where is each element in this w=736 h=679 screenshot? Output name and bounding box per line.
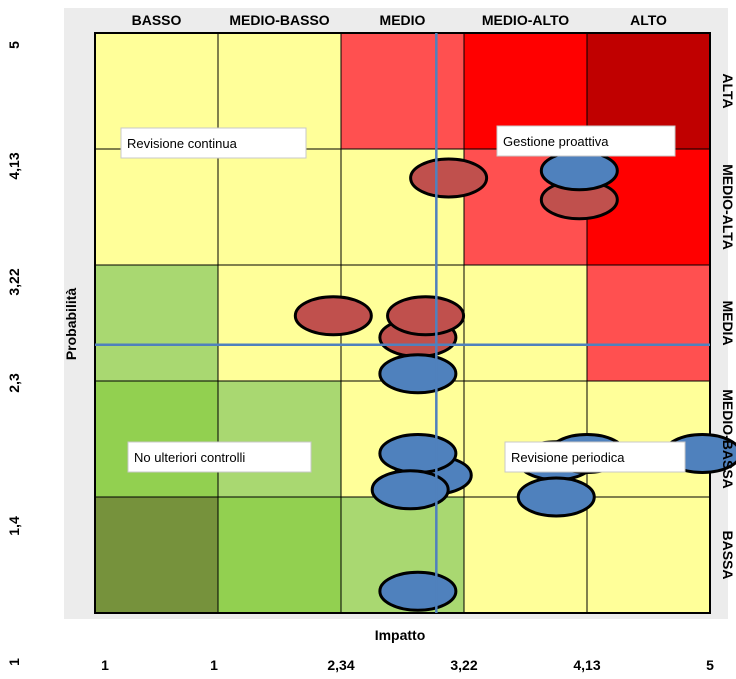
risk-cell bbox=[217, 496, 342, 614]
row-header: ALTA bbox=[720, 73, 736, 108]
column-header: MEDIO-BASSO bbox=[229, 12, 329, 28]
zone-label: Revisione periodica bbox=[511, 450, 625, 465]
zone-label-box bbox=[496, 125, 676, 157]
zone-label-box bbox=[127, 441, 312, 473]
risk-cell bbox=[463, 264, 588, 382]
x-tick-label: 3,22 bbox=[450, 657, 477, 673]
row-header: MEDIO-BASSA bbox=[720, 389, 736, 489]
zone-label: No ulteriori controlli bbox=[134, 450, 245, 465]
risk-point bbox=[409, 157, 489, 199]
y-tick-label: 4,13 bbox=[6, 152, 22, 179]
row-header: MEDIA bbox=[720, 300, 736, 345]
risk-cell bbox=[586, 496, 711, 614]
risk-point bbox=[378, 570, 458, 612]
x-tick-label: 4,13 bbox=[573, 657, 600, 673]
column-header: MEDIO bbox=[380, 12, 426, 28]
risk-point bbox=[516, 476, 596, 518]
y-tick-label: 1,4 bbox=[6, 516, 22, 536]
risk-point bbox=[370, 469, 450, 511]
row-header: MEDIO-ALTA bbox=[720, 164, 736, 250]
risk-cell bbox=[340, 32, 465, 150]
y-tick-label: 5 bbox=[6, 41, 22, 49]
column-header: BASSO bbox=[132, 12, 182, 28]
risk-cell bbox=[217, 148, 342, 266]
risk-point bbox=[539, 150, 619, 192]
column-header: MEDIO-ALTO bbox=[482, 12, 569, 28]
risk-point bbox=[386, 295, 466, 337]
x-tick-label: 2,34 bbox=[327, 657, 354, 673]
x-axis-label: Impatto bbox=[375, 627, 426, 643]
x-tick-label: 1 bbox=[101, 657, 109, 673]
y-axis-label: Probabilità bbox=[63, 288, 79, 361]
x-tick-label: 1 bbox=[210, 657, 218, 673]
risk-cell bbox=[94, 496, 219, 614]
grid-border bbox=[94, 32, 711, 614]
zone-label: Gestione proattiva bbox=[503, 134, 609, 149]
zone-label-box bbox=[120, 127, 307, 159]
y-tick-label: 2,3 bbox=[6, 373, 22, 393]
risk-point bbox=[378, 353, 458, 395]
column-header: ALTO bbox=[630, 12, 667, 28]
y-tick-label: 1 bbox=[6, 658, 22, 666]
zone-label: Revisione continua bbox=[127, 136, 238, 151]
x-tick-label: 5 bbox=[706, 657, 714, 673]
risk-point bbox=[293, 295, 373, 337]
risk-point bbox=[378, 433, 458, 474]
risk-cell bbox=[217, 380, 342, 498]
y-tick-label: 3,22 bbox=[6, 268, 22, 295]
row-header: BASSA bbox=[720, 530, 736, 579]
zone-label-box bbox=[504, 441, 686, 473]
risk-cell bbox=[94, 264, 219, 382]
risk-cell bbox=[94, 148, 219, 266]
risk-cell bbox=[586, 264, 711, 382]
risk-cell bbox=[94, 380, 219, 498]
